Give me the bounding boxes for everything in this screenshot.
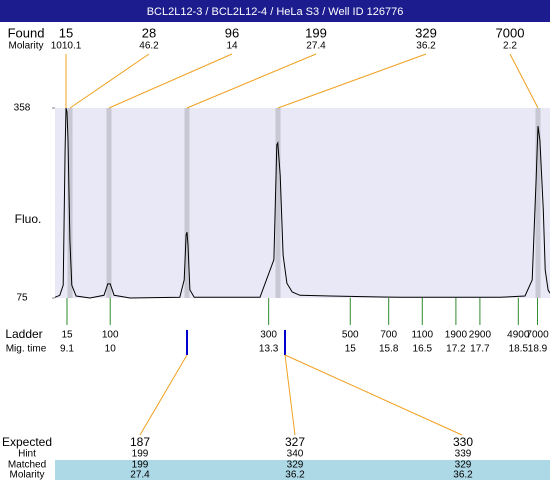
y-tick-label: 358 [14, 103, 31, 114]
found-size: 199 [305, 25, 327, 40]
ladder-mig-time: 15.8 [379, 344, 399, 355]
found-molarity: 27.4 [306, 41, 326, 52]
found-molarity: 14 [226, 41, 238, 52]
ladder-mig-time: 18.9 [528, 344, 548, 355]
ladder-mig-time: 10 [105, 344, 117, 355]
trace-line [54, 107, 550, 299]
found-size: 15 [59, 25, 73, 40]
hint-value: 339 [455, 449, 472, 460]
found-molarity: 2.2 [503, 41, 517, 52]
found-size: 329 [415, 25, 437, 40]
hint-value: 199 [132, 449, 149, 460]
ladder-size: 7000 [526, 330, 549, 341]
ladder-size: 15 [61, 330, 73, 341]
ladder-mig-time: 17.2 [446, 344, 466, 355]
ladder-size: 4900 [507, 330, 530, 341]
expected-link [284, 354, 463, 436]
molarity-label: Molarity [9, 470, 44, 480]
molarity-value: 36.2 [453, 470, 473, 480]
expected-label: Expected [2, 435, 52, 449]
found-molarity: 46.2 [139, 41, 159, 52]
found-molarity-label: Molarity [8, 41, 43, 52]
peak-band [535, 108, 541, 298]
y-label: Fluo. [15, 212, 42, 226]
expected-value: 330 [453, 435, 473, 449]
ladder-mig-time: 16.5 [413, 344, 433, 355]
ladder-size: 300 [260, 330, 277, 341]
ladder-label: Ladder [5, 327, 42, 341]
found-link [186, 53, 317, 109]
found-molarity: 1010.1 [51, 41, 82, 52]
found-size: 7000 [496, 25, 525, 40]
matched-row-bg [55, 460, 550, 480]
peak-band [67, 108, 73, 298]
ladder-size: 1900 [445, 330, 468, 341]
ladder-mig-time: 9.1 [60, 344, 74, 355]
hint-value: 340 [287, 449, 304, 460]
plot-area [55, 108, 550, 298]
header-title: BCL2L12-3 / BCL2L12-4 / HeLa S3 / Well I… [147, 6, 404, 18]
molarity-value: 36.2 [285, 470, 305, 480]
molarity-value: 27.4 [130, 470, 150, 480]
found-size: 28 [142, 25, 156, 40]
expected-value: 327 [285, 435, 305, 449]
ladder-size: 100 [102, 330, 119, 341]
found-link [69, 53, 150, 109]
ladder-mig-time: 18.5 [509, 344, 529, 355]
expected-value: 187 [130, 435, 150, 449]
found-link [108, 53, 233, 109]
matched-value: 329 [455, 460, 472, 471]
ladder-size: 500 [342, 330, 359, 341]
found-label: Found [8, 25, 45, 40]
expected-link [284, 354, 296, 436]
ladder-mig-time: 13.3 [259, 344, 279, 355]
found-link [277, 53, 427, 109]
ladder-mig-time: 17.7 [470, 344, 490, 355]
peak-band [184, 108, 190, 298]
found-molarity: 36.2 [416, 41, 436, 52]
matched-value: 199 [132, 460, 149, 471]
matched-label: Matched [8, 460, 46, 471]
peak-band [275, 108, 281, 298]
matched-value: 329 [287, 460, 304, 471]
ladder-size: 700 [380, 330, 397, 341]
found-size: 96 [225, 25, 239, 40]
mig-time-label: Mig. time [6, 344, 47, 355]
y-tick-label: 75 [16, 293, 28, 304]
header-bar [0, 0, 550, 22]
hint-label: Hint [18, 449, 36, 460]
ladder-size: 2900 [469, 330, 492, 341]
expected-link [139, 354, 188, 436]
ladder-mig-time: 15 [345, 344, 357, 355]
peak-band [106, 108, 112, 298]
ladder-size: 1100 [412, 330, 434, 341]
found-link [509, 53, 539, 109]
